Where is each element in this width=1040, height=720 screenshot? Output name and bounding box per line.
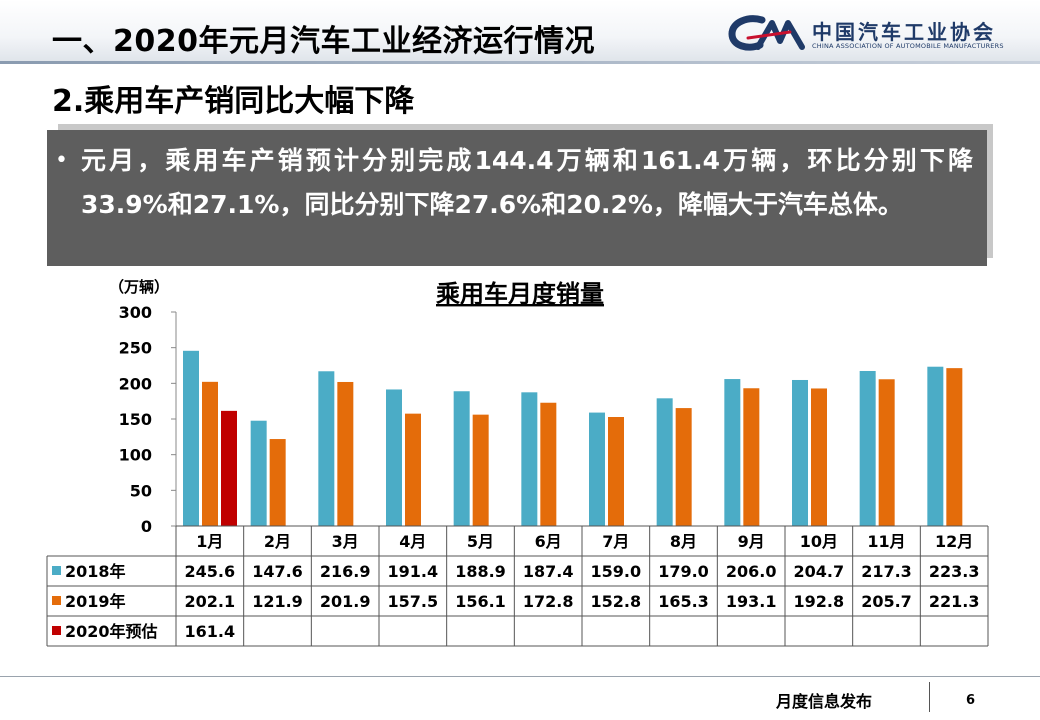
- bar-2019年-5月: [472, 414, 489, 526]
- bar-2018年-11月: [859, 370, 876, 526]
- bar-2019年-1月: [202, 381, 218, 526]
- header-band: [0, 0, 1040, 62]
- y-tick-label: 300: [119, 303, 152, 322]
- x-tick-label: 7月: [602, 532, 629, 551]
- table-value: 193.1: [726, 592, 777, 611]
- table-value: 152.8: [591, 592, 642, 611]
- x-tick-label: 9月: [738, 532, 765, 551]
- bar-2018年-3月: [318, 371, 335, 526]
- x-tick-label: 11月: [867, 532, 905, 551]
- table-value: 206.0: [726, 562, 777, 581]
- bar-2019年-6月: [540, 402, 557, 526]
- bar-2019年-4月: [405, 413, 421, 526]
- legend-label: 2018年: [65, 562, 126, 581]
- table-value: 187.4: [523, 562, 574, 581]
- bar-2018年-4月: [386, 389, 402, 526]
- table-value: 172.8: [523, 592, 574, 611]
- y-tick-label: 200: [119, 374, 152, 393]
- legend-swatch-2020年预估: [52, 626, 61, 635]
- legend-label: 2019年: [65, 592, 126, 611]
- sales-chart: 乘用车月度销量 （万辆） 0 50 100 150 200 250 300 1月 2月 3月 4月 5月 6…: [0, 270, 1040, 660]
- bullet-icon: •: [55, 148, 68, 173]
- bar-2018年-2月: [250, 420, 267, 526]
- section-subtitle: 2.乘用车产销同比大幅下降: [52, 84, 415, 119]
- footer-label: 月度信息发布: [776, 692, 873, 711]
- table-value: 157.5: [388, 592, 439, 611]
- table-value: 121.9: [252, 592, 303, 611]
- caam-logo-icon: [728, 15, 805, 51]
- bar-2019年-9月: [743, 388, 760, 526]
- bar-2018年-6月: [521, 392, 538, 526]
- table-value: 217.3: [861, 562, 912, 581]
- table-value: 179.0: [658, 562, 709, 581]
- bar-2019年-8月: [675, 408, 692, 526]
- x-tick-label: 12月: [935, 532, 973, 551]
- table-value: 223.3: [929, 562, 980, 581]
- table-value: 201.9: [320, 592, 371, 611]
- header-rule: [0, 61, 1040, 64]
- table-value: 204.7: [794, 562, 845, 581]
- bar-2018年-10月: [792, 379, 808, 526]
- table-value: 205.7: [861, 592, 912, 611]
- table-value: 216.9: [320, 562, 371, 581]
- x-tick-label: 6月: [535, 532, 562, 551]
- bar-2019年-10月: [811, 388, 827, 526]
- x-tick-label: 2月: [264, 532, 291, 551]
- x-tick-label: 5月: [467, 532, 494, 551]
- callout-text: 元月，乘用车产销预计分别完成144.4万辆和161.4万辆，环比分别下降33.9…: [81, 146, 973, 219]
- table-value: 191.4: [388, 562, 439, 581]
- bar-2018年-5月: [453, 391, 470, 526]
- table-value: 192.8: [794, 592, 845, 611]
- legend-label: 2020年预估: [65, 622, 158, 641]
- logo-text-en: CHINA ASSOCIATION OF AUTOMOBILE MANUFACT…: [812, 42, 1004, 50]
- y-tick-label: 100: [119, 446, 152, 465]
- table-value: 221.3: [929, 592, 980, 611]
- chart-svg: 乘用车月度销量 （万辆） 0 50 100 150 200 250 300 1月 2月 3月 4月 5月 6…: [46, 278, 989, 647]
- bar-2019年-12月: [946, 368, 963, 526]
- footer-rule: [0, 676, 1040, 677]
- bar-2018年-1月: [183, 350, 199, 526]
- logo-text-cn: 中国汽车工业协会: [812, 20, 996, 44]
- legend-swatch-2018年: [52, 566, 61, 575]
- y-tick-label: 50: [130, 481, 152, 500]
- legend-swatch-2019年: [52, 596, 61, 605]
- page-number: 6: [966, 693, 976, 708]
- footer-divider: [929, 682, 930, 712]
- x-tick-label: 8月: [670, 532, 697, 551]
- bar-2019年-3月: [337, 381, 354, 526]
- bar-2019年-11月: [878, 379, 895, 526]
- x-tick-label: 4月: [399, 532, 426, 551]
- table-value: 165.3: [658, 592, 709, 611]
- bar-2019年-2月: [269, 439, 286, 526]
- bar-2020年预估-1月: [221, 410, 237, 526]
- bar-2018年-7月: [589, 412, 605, 526]
- y-tick-label: 250: [119, 339, 152, 358]
- x-tick-label: 3月: [332, 532, 359, 551]
- table-value: 147.6: [252, 562, 303, 581]
- bar-2018年-9月: [724, 379, 741, 526]
- table-value: 159.0: [591, 562, 642, 581]
- table-value: 156.1: [455, 592, 506, 611]
- page-title: 一、2020年元月汽车工业经济运行情况: [52, 24, 595, 59]
- bar-2018年-12月: [927, 366, 944, 526]
- table-value: 245.6: [185, 562, 236, 581]
- table-value: 161.4: [185, 622, 236, 641]
- bar-2019年-7月: [608, 417, 624, 526]
- callout-box: • 元月，乘用车产销预计分别完成144.4万辆和161.4万辆，环比分别下降33…: [47, 130, 987, 266]
- y-tick-label: 0: [141, 517, 152, 536]
- y-tick-label: 150: [119, 410, 152, 429]
- chart-title: 乘用车月度销量: [435, 280, 604, 308]
- bar-2018年-8月: [656, 398, 673, 526]
- x-tick-label: 1月: [196, 532, 223, 551]
- table-value: 188.9: [455, 562, 506, 581]
- caam-logo: 中国汽车工业协会 CHINA ASSOCIATION OF AUTOMOBILE…: [728, 14, 1018, 54]
- table-value: 202.1: [185, 592, 236, 611]
- y-axis-label: （万辆）: [109, 278, 169, 296]
- x-tick-label: 10月: [800, 532, 838, 551]
